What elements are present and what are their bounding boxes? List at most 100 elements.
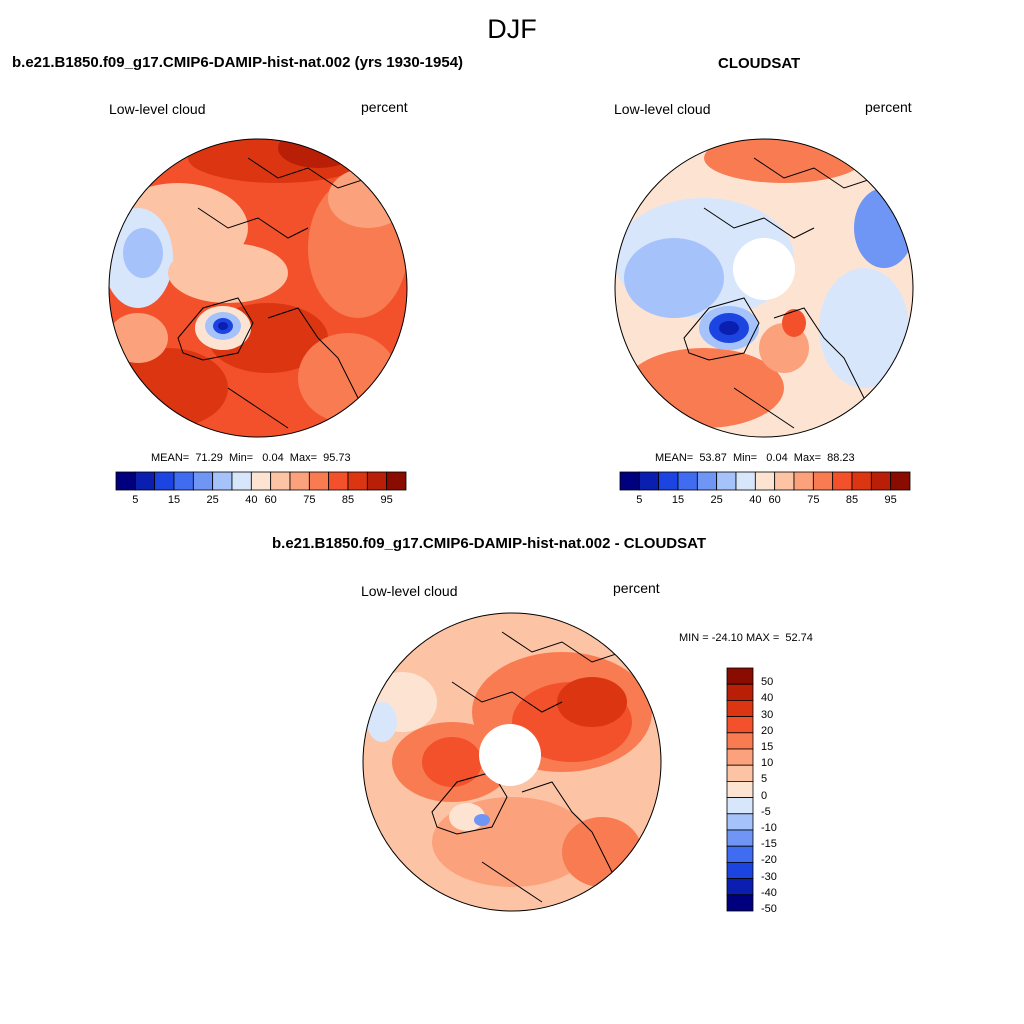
panel-3-field-region xyxy=(557,677,627,727)
panel-3-colorbar-tick-label: -30 xyxy=(761,870,777,883)
panel-1-field-region xyxy=(109,313,168,363)
panel-2-coastlines xyxy=(683,157,900,429)
panel-1-colorbar-tick-label: 15 xyxy=(167,494,181,506)
panel-2-stats: MEAN= 53.87 Min= 0.04 Max= 88.23 xyxy=(655,452,855,464)
panel-3-colorbar-ticks: 50 40 30 20 15 10 5 0 -5 -10 -15 -20 -30 -40 -50 xyxy=(757,668,797,915)
panel-3-colorbar-swatch xyxy=(726,845,754,863)
panel-2-colorbar-swatch xyxy=(851,471,872,491)
panel-1-colorbar-swatch xyxy=(154,471,175,491)
panel-2-colorbar-swatch xyxy=(638,471,660,491)
panel-3-colorbar-tick-label: 0 xyxy=(761,789,768,802)
figure-title: DJF xyxy=(487,14,537,44)
panel-1-colorbar-tick-label: 75 xyxy=(303,494,316,506)
panel-3-colorbar-tick-label: 30 xyxy=(761,708,774,721)
panel-2-colorbar-swatch xyxy=(754,471,776,491)
panel-1-colorbar-ticks: 5 15 25 40 60 75 85 95 xyxy=(116,494,406,508)
panel-3-variable-label: Low-level cloud xyxy=(361,583,458,599)
panel-3-field-region xyxy=(449,803,485,831)
panel-3-stats: MIN = -24.10 MAX = 52.74 xyxy=(679,632,813,644)
panel-3-units-label: percent xyxy=(613,580,660,596)
panel-1-colorbar-swatch xyxy=(308,471,330,491)
panel-3-title: b.e21.B1850.f09_g17.CMIP6-DAMIP-hist-nat… xyxy=(272,535,706,552)
panel-2-title: CLOUDSAT xyxy=(718,55,801,72)
panel-3-colorbar-tick-label: -40 xyxy=(761,886,777,899)
panel-3-colorbar-tick-label: 20 xyxy=(761,724,774,737)
panel-2-units-label: percent xyxy=(865,99,912,115)
panel-2-colorbar-swatch xyxy=(793,471,814,491)
panel-3-colorbar-swatch xyxy=(726,764,754,782)
panel-2-field-region xyxy=(624,238,724,318)
panel-2-polar-map xyxy=(614,138,914,438)
panel-3-colorbar-tick-label: 40 xyxy=(761,692,774,705)
panel-3-colorbar-swatch xyxy=(726,781,754,799)
panel-3-colorbar-swatch xyxy=(726,797,754,815)
panel-1-field-region xyxy=(123,228,163,278)
panel-2-colorbar-swatch xyxy=(774,471,795,491)
panel-2-field-region xyxy=(624,348,784,428)
panel-2-colorbar xyxy=(619,471,911,491)
panel-2-colorbar-swatch xyxy=(890,471,911,491)
panel-2-colorbar-swatch xyxy=(677,471,698,491)
panel-2-colorbar-tick-label: 75 xyxy=(807,494,820,506)
panel-1-variable-label: Low-level cloud xyxy=(109,101,206,117)
panel-1-title: b.e21.B1850.f09_g17.CMIP6-DAMIP-hist-nat… xyxy=(12,54,464,71)
panel-2-map-border xyxy=(614,138,914,438)
panel-2-colorbar-tick-label: 15 xyxy=(671,494,685,506)
panel-2-colorbar-tick-label: 5 xyxy=(636,494,643,506)
panel-2-colorbar-swatch xyxy=(812,471,834,491)
panel-3-pole-mask xyxy=(479,724,541,786)
panel-2-colorbar-swatch xyxy=(735,471,756,491)
panel-1-colorbar-swatch xyxy=(192,471,214,491)
panel-3-coastlines xyxy=(431,631,648,903)
panel-3-colorbar-tick-label: -50 xyxy=(761,903,777,915)
panel-1-field-region xyxy=(328,168,407,228)
panel-3-colorbar-tick-label: -20 xyxy=(761,854,777,867)
panel-2-field-region xyxy=(782,309,806,337)
panel-1-colorbar-tick-label: 85 xyxy=(341,494,355,506)
panel-1-colorbar-swatch xyxy=(231,471,252,491)
panel-1-polar-map xyxy=(108,138,408,438)
panel-2-colorbar-tick-label: 85 xyxy=(845,494,859,506)
panel-1-colorbar-tick-label: 5 xyxy=(132,494,139,506)
panel-2-pole-mask xyxy=(733,238,795,300)
panel-3-colorbar-swatch xyxy=(726,667,754,685)
panel-1-field-region xyxy=(168,243,288,303)
panel-2-colorbar-ticks: 5 15 25 40 60 75 85 95 xyxy=(620,494,910,508)
panel-1-units-label: percent xyxy=(361,99,408,115)
panel-2-variable-label: Low-level cloud xyxy=(614,101,711,117)
panel-2-field-region xyxy=(819,268,909,388)
panel-1-colorbar-swatch xyxy=(289,471,310,491)
panel-1-colorbar-swatch xyxy=(134,471,156,491)
panel-3-colorbar-tick-label: -5 xyxy=(761,805,771,818)
panel-1-stats: MEAN= 71.29 Min= 0.04 Max= 95.73 xyxy=(151,452,351,464)
panel-3-colorbar-swatch xyxy=(726,732,754,750)
panel-1-field-region xyxy=(218,322,228,330)
panel-3-colorbar-tick-label: 50 xyxy=(761,676,774,689)
panel-3-field-region xyxy=(367,702,397,742)
panel-1-map-border xyxy=(108,138,408,438)
panel-1-colorbar-swatch xyxy=(173,471,194,491)
panel-3-colorbar-swatch xyxy=(726,861,754,879)
panel-3-colorbar-swatch xyxy=(726,748,754,766)
panel-1-colorbar-swatch xyxy=(250,471,272,491)
panel-1-colorbar-swatch xyxy=(212,471,233,491)
panel-2-colorbar-swatch xyxy=(619,471,640,491)
panel-3-field-region xyxy=(474,814,490,826)
panel-2-colorbar-tick-label: 95 xyxy=(884,494,897,506)
panel-2-colorbar-swatch xyxy=(658,471,679,491)
panel-2-colorbar-swatch xyxy=(832,471,853,491)
panel-2-colorbar-swatch xyxy=(716,471,737,491)
panel-2-colorbar-tick-label: 25 xyxy=(710,494,723,506)
panel-1-colorbar-swatch xyxy=(386,471,407,491)
panel-1-coastlines xyxy=(177,157,394,429)
panel-3-colorbar-tick-label: 5 xyxy=(761,773,768,786)
panel-3-polar-map xyxy=(362,612,662,912)
panel-3-colorbar-swatch xyxy=(726,829,754,847)
panel-3-map-border xyxy=(362,612,662,912)
panel-3-colorbar-tick-label: -10 xyxy=(761,822,777,834)
panel-1-colorbar xyxy=(115,471,407,491)
panel-3-colorbar-swatch xyxy=(726,716,754,734)
panel-2-colorbar-swatch xyxy=(870,471,892,491)
panel-3-colorbar-swatch xyxy=(726,813,754,831)
panel-3-colorbar-swatch xyxy=(726,878,754,896)
